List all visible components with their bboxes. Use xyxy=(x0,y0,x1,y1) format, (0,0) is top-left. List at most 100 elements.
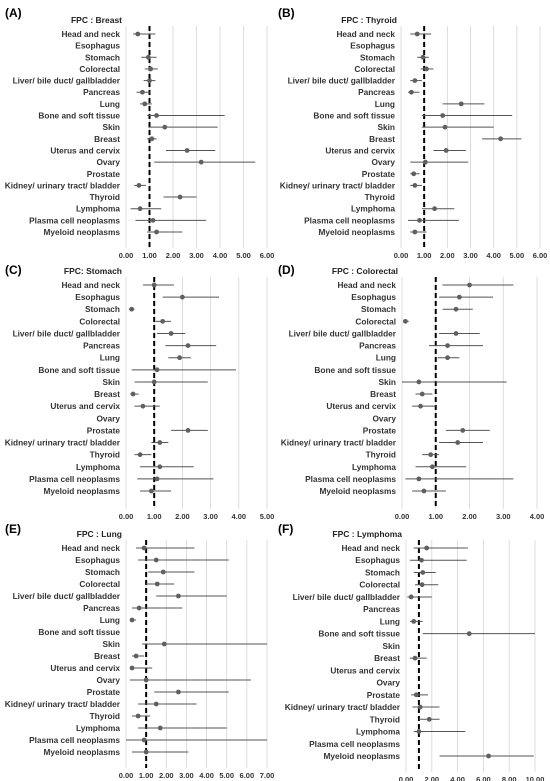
point-estimate xyxy=(149,136,155,142)
x-tick-label: 0.00 xyxy=(399,775,414,781)
point-estimate xyxy=(135,31,141,37)
category-label: Pancreas xyxy=(359,341,396,351)
point-estimate xyxy=(414,31,420,37)
x-tick-label: 6.00 xyxy=(240,771,255,780)
point-estimate xyxy=(151,379,157,385)
category-label: Plasma cell neoplasms xyxy=(304,215,395,225)
category-label: Esophagus xyxy=(75,292,120,302)
category-label: Lymphoma xyxy=(76,723,120,733)
panel-letter: (F) xyxy=(278,522,293,536)
category-label: Esophagus xyxy=(351,292,396,302)
x-tick-label: 2.00 xyxy=(159,771,174,780)
point-estimate xyxy=(185,343,191,348)
x-tick-label: 4.00 xyxy=(530,512,545,521)
point-estimate xyxy=(141,737,147,743)
point-estimate xyxy=(175,689,181,695)
category-label: Esophagus xyxy=(75,555,120,565)
category-label: Colorectal xyxy=(354,64,395,74)
category-label: Colorectal xyxy=(359,580,400,590)
point-estimate xyxy=(421,488,427,494)
point-estimate xyxy=(198,159,204,165)
category-label: Breast xyxy=(94,389,120,399)
point-estimate xyxy=(140,403,146,409)
point-estimate xyxy=(137,206,143,212)
point-estimate xyxy=(175,593,181,599)
point-estimate xyxy=(412,183,418,188)
category-label: Myeloid neoplasms xyxy=(43,227,120,237)
category-label: Colorectal xyxy=(79,64,120,74)
point-estimate xyxy=(154,476,160,482)
category-label: Thyroid xyxy=(366,450,396,460)
forest-panel-1: (A) FPC : Breast 0.00 1.00 2.00 3.00 4.00 5.00 6… xyxy=(5,6,275,260)
category-label: Lymphoma xyxy=(356,727,400,737)
category-label: Stomach xyxy=(85,567,120,577)
panel-title: FPC: Stomach xyxy=(64,266,122,276)
point-estimate xyxy=(133,653,139,659)
point-estimate xyxy=(143,749,149,755)
point-estimate xyxy=(416,379,422,385)
category-label: Bone and soft tissue xyxy=(38,365,120,375)
category-label: Liver/ bile duct/ gallbladder xyxy=(289,328,397,338)
category-label: Liver/ bile duct/ gallbladder xyxy=(13,76,121,86)
point-estimate xyxy=(416,476,422,482)
panel-letter: (A) xyxy=(5,6,22,20)
point-estimate xyxy=(424,66,429,72)
category-label: Lung xyxy=(100,615,120,625)
category-label: Stomach xyxy=(361,304,396,314)
x-tick-label: 5.00 xyxy=(219,771,234,780)
category-label: Stomach xyxy=(360,52,395,62)
category-label: Pancreas xyxy=(83,603,120,613)
category-label: Head and neck xyxy=(61,29,120,39)
category-label: Myeloid neoplasms xyxy=(323,751,400,761)
point-estimate xyxy=(184,148,190,153)
x-tick-label: 5.00 xyxy=(510,251,525,260)
point-estimate xyxy=(130,391,136,397)
category-label: Skin xyxy=(102,377,120,387)
point-estimate xyxy=(419,557,424,563)
category-label: Bone and soft tissue xyxy=(38,627,120,637)
point-estimate xyxy=(153,557,159,563)
point-estimate xyxy=(443,148,449,153)
category-label: Prostate xyxy=(362,169,396,179)
category-label: Bone and soft tissue xyxy=(314,365,396,375)
category-label: Ovary xyxy=(371,157,395,167)
category-label: Bone and soft tissue xyxy=(318,629,400,639)
point-estimate xyxy=(445,343,450,348)
category-label: Stomach xyxy=(85,52,120,62)
category-label: Kidney/ urinary tract/ bladder xyxy=(280,180,396,190)
x-tick-label: 4.00 xyxy=(450,775,465,781)
point-estimate xyxy=(153,701,159,707)
category-label: Bone and soft tissue xyxy=(313,111,395,121)
category-label: Breast xyxy=(370,389,396,399)
category-label: Lymphoma xyxy=(352,462,396,472)
category-label: Prostate xyxy=(363,425,397,435)
point-estimate xyxy=(455,440,461,445)
point-estimate xyxy=(142,101,148,107)
x-tick-label: 0.00 xyxy=(394,251,409,260)
point-estimate xyxy=(418,403,423,409)
x-tick-label: 0.00 xyxy=(119,771,134,780)
category-label: Myeloid neoplasms xyxy=(43,747,120,757)
point-estimate xyxy=(412,78,418,83)
panel-letter: (C) xyxy=(5,263,22,277)
category-label: Kidney/ urinary tract/ bladder xyxy=(5,180,121,190)
category-label: Kidney/ urinary tract/ bladder xyxy=(281,438,397,448)
category-label: Myeloid neoplasms xyxy=(318,227,395,237)
point-estimate xyxy=(135,713,141,719)
x-tick-label: 1.00 xyxy=(147,512,162,521)
point-estimate xyxy=(458,101,464,107)
x-tick-label: 8.00 xyxy=(502,775,517,781)
point-estimate xyxy=(154,113,159,118)
category-label: Uterus and cervix xyxy=(50,663,120,673)
point-estimate xyxy=(136,183,142,188)
category-label: Stomach xyxy=(365,567,400,577)
category-label: Uterus and cervix xyxy=(50,401,120,411)
category-label: Kidney/ urinary tract/ bladder xyxy=(285,702,401,712)
category-label: Lung xyxy=(100,353,120,363)
x-tick-label: 3.00 xyxy=(463,251,478,260)
x-tick-label: 0.00 xyxy=(119,512,134,521)
point-estimate xyxy=(429,464,435,470)
panel-title: FPC : Lung xyxy=(77,529,122,539)
panel-letter: (E) xyxy=(5,522,21,536)
